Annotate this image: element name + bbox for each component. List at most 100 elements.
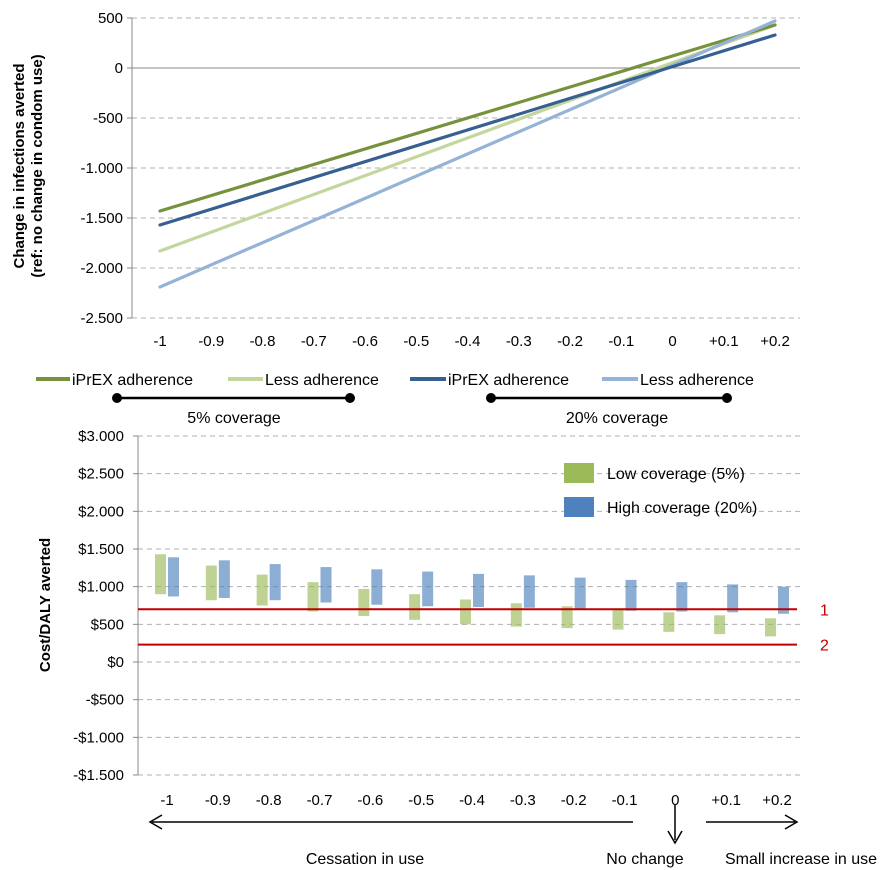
bottom-x-tick-labels: -1 -0.9 -0.8 -0.7 -0.6 -0.5 -0.4 -0.3 -0.2 -0.1 0 +…: [160, 792, 791, 809]
low-coverage-bar: [205, 565, 217, 601]
top-x-tick-labels: -1 -0.9 -0.8 -0.7 -0.6 -0.5 -0.4 -0.3 -0.2 -0.1 0 +…: [153, 333, 789, 350]
low-coverage-bar: [307, 582, 319, 612]
group-label-5pct: 5% coverage: [187, 410, 280, 427]
high-coverage-bar: [168, 557, 179, 597]
top-y-tick-labels: 500 0 -500 -1.000 -1.500 -2.000 -2.500: [80, 10, 132, 327]
increase-arrow-head: [784, 814, 799, 830]
legend-swatch-low-coverage: [564, 463, 594, 483]
top-x-tick-label: +0.1: [709, 333, 739, 350]
top-x-tick-label: -0.6: [352, 333, 378, 350]
cessation-arrow-head: [148, 814, 163, 830]
low-coverage-bar: [409, 594, 421, 620]
legend-label-iprex-5: iPrEX adherence: [72, 372, 193, 389]
top-x-tick-label: -0.7: [301, 333, 327, 350]
group-bracket-5pct-left-dot: [112, 393, 122, 403]
bottom-y-tick-label: $2.000: [78, 503, 124, 520]
legend-label-iprex-20: iPrEX adherence: [448, 372, 569, 389]
bottom-y-tick-label: $500: [91, 616, 124, 633]
annotation-cessation: Cessation in use: [306, 851, 424, 868]
low-coverage-bar: [358, 588, 370, 617]
top-y-tick-label: -1.500: [80, 210, 123, 227]
series-line-iprex_20: [158, 33, 777, 227]
top-y-tick-label: -2.500: [80, 310, 123, 327]
series-line-less_5: [158, 23, 777, 253]
series-line-iprex_5: [158, 23, 777, 213]
bottom-y-tick-label: $3.000: [78, 428, 124, 445]
no-change-arrow-head: [667, 830, 683, 845]
bottom-y-tick-labels: $3.000 $2.500 $2.000 $1.500 $1.000 $500 $0 -$50…: [73, 428, 138, 784]
bottom-x-tick-label: -0.8: [256, 792, 282, 809]
high-coverage-bar: [574, 577, 586, 610]
top-x-tick-label: -0.5: [403, 333, 429, 350]
bottom-x-tick-label: -0.5: [408, 792, 434, 809]
bottom-y-tick-label: $0: [107, 654, 124, 671]
legend-label-low-coverage: Low coverage (5%): [607, 466, 745, 483]
top-y-tick-label: 0: [115, 60, 123, 77]
high-coverage-bar: [676, 582, 688, 612]
bottom-x-tick-label: -0.2: [561, 792, 587, 809]
bottom-reference-lines: 12: [138, 602, 829, 655]
bottom-gridlines: [138, 435, 800, 776]
top-y-tick-label: -2.000: [80, 260, 123, 277]
threshold-label-1: 1: [820, 602, 829, 619]
high-coverage-bar: [625, 579, 637, 611]
group-bracket-5pct-right-dot: [345, 393, 355, 403]
high-coverage-bar: [778, 586, 789, 614]
legend-label-less-20: Less adherence: [640, 372, 754, 389]
bottom-x-tick-label: -0.6: [357, 792, 383, 809]
top-legend: iPrEX adherence Less adherence iPrEX adh…: [36, 372, 754, 427]
group-label-20pct: 20% coverage: [566, 410, 668, 427]
low-coverage-bar: [561, 606, 573, 629]
legend-swatch-high-coverage: [564, 497, 594, 517]
low-coverage-bar: [460, 599, 471, 625]
cost-per-daly-chart: $3.000 $2.500 $2.000 $1.500 $1.000 $500 $0 -$50…: [37, 428, 877, 868]
legend-label-high-coverage: High coverage (20%): [607, 500, 757, 517]
threshold-label-2: 2: [820, 638, 829, 655]
bottom-x-tick-label: -0.7: [307, 792, 333, 809]
high-coverage-bar: [218, 560, 230, 598]
low-coverage-bar: [155, 554, 166, 595]
high-coverage-bar: [320, 567, 332, 603]
legend-label-less-5: Less adherence: [265, 372, 379, 389]
high-coverage-bar: [523, 575, 535, 608]
bottom-x-tick-label: -0.3: [510, 792, 536, 809]
group-bracket-20pct-right-dot: [722, 393, 732, 403]
high-coverage-bar: [269, 564, 281, 601]
series-line-less_20: [158, 19, 777, 289]
top-y-axis-title-line2: (ref: no change in condom use): [29, 54, 46, 277]
annotation-small-increase: Small increase in use: [725, 851, 877, 868]
low-coverage-bar: [765, 618, 776, 637]
high-coverage-bar: [727, 584, 739, 613]
top-x-tick-label: -0.8: [250, 333, 276, 350]
top-x-tick-label: -0.9: [198, 333, 224, 350]
top-gridlines: [132, 17, 800, 319]
bottom-x-tick-label: +0.1: [711, 792, 741, 809]
top-y-tick-label: 500: [98, 10, 123, 27]
bottom-range-bars: [155, 554, 789, 637]
top-x-tick-label: -1: [153, 333, 166, 350]
top-x-tick-label: -0.4: [455, 333, 481, 350]
top-x-tick-label: +0.2: [760, 333, 790, 350]
annotation-no-change: No change: [606, 851, 683, 868]
low-coverage-bar: [256, 574, 268, 606]
low-coverage-bar: [663, 612, 675, 632]
bottom-y-tick-label: $1.000: [78, 579, 124, 596]
bottom-y-tick-label: -$1.500: [73, 767, 124, 784]
top-x-tick-label: 0: [668, 333, 676, 350]
low-coverage-bar: [510, 603, 522, 627]
top-series-lines: [158, 19, 777, 289]
bottom-x-tick-label: -0.4: [459, 792, 485, 809]
bottom-x-tick-label: 0: [671, 792, 679, 809]
top-x-tick-label: -0.3: [506, 333, 532, 350]
bottom-y-tick-label: $1.500: [78, 541, 124, 558]
bottom-y-axis-title: Cost/DALY averted: [37, 538, 54, 672]
bottom-x-tick-label: -0.9: [205, 792, 231, 809]
top-y-axis-title-line1: Change in infections averted: [11, 63, 28, 268]
high-coverage-bar: [422, 571, 434, 607]
bottom-x-tick-label: -0.1: [612, 792, 638, 809]
bottom-x-tick-label: +0.2: [762, 792, 792, 809]
low-coverage-bar: [714, 615, 726, 635]
group-bracket-20pct-left-dot: [486, 393, 496, 403]
